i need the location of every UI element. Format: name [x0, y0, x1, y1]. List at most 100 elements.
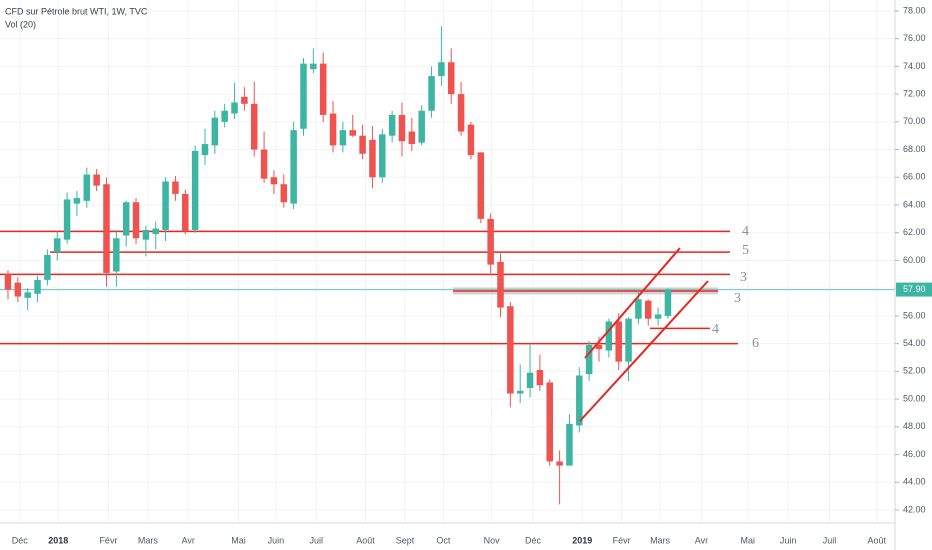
y-tick-label: 44.00: [903, 477, 926, 487]
candle-body: [250, 103, 258, 150]
x-tick-label: 2018: [48, 535, 68, 545]
candle-body: [34, 279, 41, 294]
channel-lower: [579, 280, 709, 422]
candle-body: [172, 181, 179, 194]
candle-body: [566, 424, 573, 466]
x-tick-label: 2019: [572, 535, 592, 545]
candle-body: [487, 218, 494, 265]
x-tick-label: Déc: [525, 535, 542, 545]
candle-body: [664, 289, 672, 316]
y-tick-label: 66.00: [903, 172, 926, 182]
candle-body: [526, 372, 534, 388]
level-label: 3: [734, 291, 741, 306]
candle-body: [635, 299, 642, 319]
candle-body: [359, 135, 366, 154]
x-tick-label: Août: [868, 535, 887, 545]
candle-body: [221, 110, 228, 122]
x-tick-label: Juil: [310, 535, 324, 545]
candle-body: [162, 181, 169, 230]
y-tick-label: 42.00: [903, 504, 926, 514]
candle-body: [349, 130, 356, 136]
candle-body: [507, 306, 514, 394]
candle-body: [14, 282, 22, 297]
candle-body: [310, 63, 317, 70]
candle-body: [280, 184, 288, 203]
y-tick-label: 64.00: [903, 199, 926, 209]
y-tick-label: 74.00: [903, 61, 926, 71]
candle-body: [595, 345, 603, 350]
x-tick-label: Févr: [99, 535, 117, 545]
candle-body: [211, 117, 219, 146]
candle-body: [63, 199, 71, 240]
x-tick-label: Sept: [396, 535, 415, 545]
candle-body: [388, 114, 396, 136]
y-tick-label: 76.00: [903, 33, 926, 43]
candle-body: [644, 300, 652, 319]
channel-upper: [584, 247, 681, 359]
x-tick-label: Mars: [138, 535, 158, 545]
candle-body: [447, 62, 455, 95]
x-tick-label: Juil: [823, 535, 837, 545]
candle-body: [605, 321, 613, 351]
x-tick-label: Mai: [231, 535, 246, 545]
candle-body: [398, 114, 406, 142]
candle-body: [24, 292, 31, 298]
candle-body: [132, 202, 140, 239]
candle-body: [152, 228, 159, 235]
x-tick-label: Oct: [436, 535, 451, 545]
y-tick-label: 48.00: [903, 421, 926, 431]
candle-body: [113, 238, 120, 272]
axes: 42.00 44.00 46.00 48.00 50.00 52.00 54.00 56.00…: [12, 5, 932, 545]
candle-body: [497, 261, 504, 308]
x-tick-label: Juin: [268, 535, 285, 545]
y-tick-label: 68.00: [903, 144, 926, 154]
chart-title: CFD sur Pétrole brut WTI, 1W, TVC: [5, 6, 148, 16]
level-label: 3: [740, 270, 747, 285]
y-tick-label: 60.00: [903, 255, 926, 265]
candle-body: [379, 134, 386, 178]
candle-body: [418, 110, 425, 143]
y-tick-label: 78.00: [903, 5, 926, 15]
candle-body: [625, 318, 632, 362]
y-tick-label: 56.00: [903, 310, 926, 320]
level-label: 4: [712, 322, 719, 337]
x-tick-label: Nov: [484, 535, 501, 545]
candle-body: [536, 369, 544, 386]
candle-body: [319, 63, 327, 115]
level-label: 6: [752, 336, 759, 351]
candle-body: [369, 139, 376, 178]
last-price-box: [896, 282, 932, 297]
y-tick-label: 46.00: [903, 449, 926, 459]
candle-body: [457, 94, 465, 132]
x-tick-label: Août: [356, 535, 375, 545]
x-tick-label: Avr: [695, 535, 708, 545]
candle-body: [231, 102, 238, 114]
y-tick-label: 62.00: [903, 227, 926, 237]
candle-body: [585, 345, 593, 375]
x-tick-label: Juin: [780, 535, 797, 545]
candle-body: [83, 174, 91, 201]
candle-body: [576, 375, 583, 426]
candle-body: [654, 314, 662, 319]
candle-body: [556, 461, 563, 466]
level-label: 4: [742, 224, 749, 239]
candle-body: [191, 150, 199, 230]
y-tick-label: 50.00: [903, 393, 926, 403]
candle-body: [73, 198, 81, 204]
candle-body: [329, 113, 337, 146]
volume-label: Vol (20): [5, 19, 36, 29]
candle-body: [467, 124, 475, 156]
level-label: 5: [742, 243, 749, 258]
candle-body: [182, 193, 189, 232]
y-tick-label: 52.00: [903, 366, 926, 376]
candle-body: [53, 238, 61, 253]
candle-body: [477, 152, 485, 219]
candle-body: [408, 131, 416, 145]
candle-body: [546, 382, 553, 462]
x-tick-label: Avr: [182, 535, 195, 545]
y-tick-label: 72.00: [903, 88, 926, 98]
y-tick-label: 70.00: [903, 116, 926, 126]
candle-body: [516, 390, 524, 394]
candle-body: [300, 63, 307, 129]
candle-body: [270, 177, 278, 185]
